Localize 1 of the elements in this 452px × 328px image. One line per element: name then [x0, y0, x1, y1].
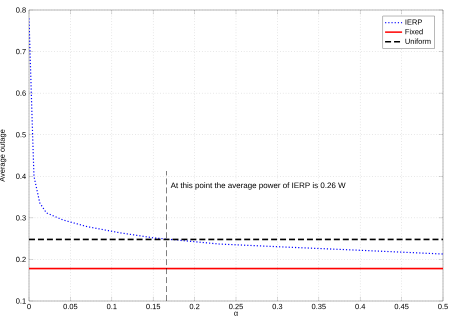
- line-series: [29, 18, 444, 255]
